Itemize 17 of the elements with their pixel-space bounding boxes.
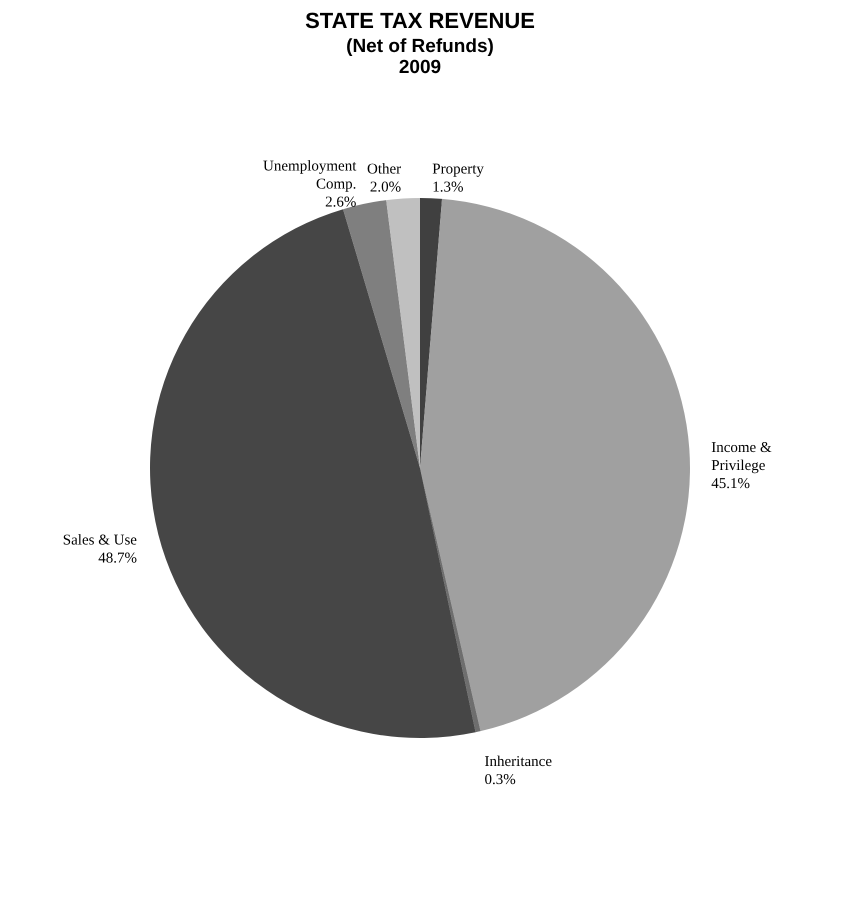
- text: 2009: [398, 57, 442, 78]
- data-label: 2.6%: [325, 194, 356, 211]
- slice-label: Inheritance: [484, 754, 552, 770]
- slice-label: Property: [432, 161, 484, 178]
- chart-title: STATE TAX REVENUE: [305, 8, 535, 33]
- slice-label: Income & Privilege: [711, 440, 772, 474]
- data-label: 2.0%: [370, 180, 402, 196]
- pie-slice: [420, 198, 690, 732]
- data-label: 48.7%: [98, 550, 137, 567]
- slice-label: Sales & Use: [62, 532, 138, 549]
- slice-label: Other: [367, 162, 402, 178]
- data-label: 0.3%: [484, 772, 516, 788]
- data-label: 1.3%: [432, 179, 464, 196]
- pie-slice: [386, 198, 420, 468]
- text: (Net of Refunds): [346, 36, 494, 57]
- data-label: 45.1%: [711, 476, 750, 492]
- slice-label: Unemployment Comp.: [263, 158, 358, 193]
